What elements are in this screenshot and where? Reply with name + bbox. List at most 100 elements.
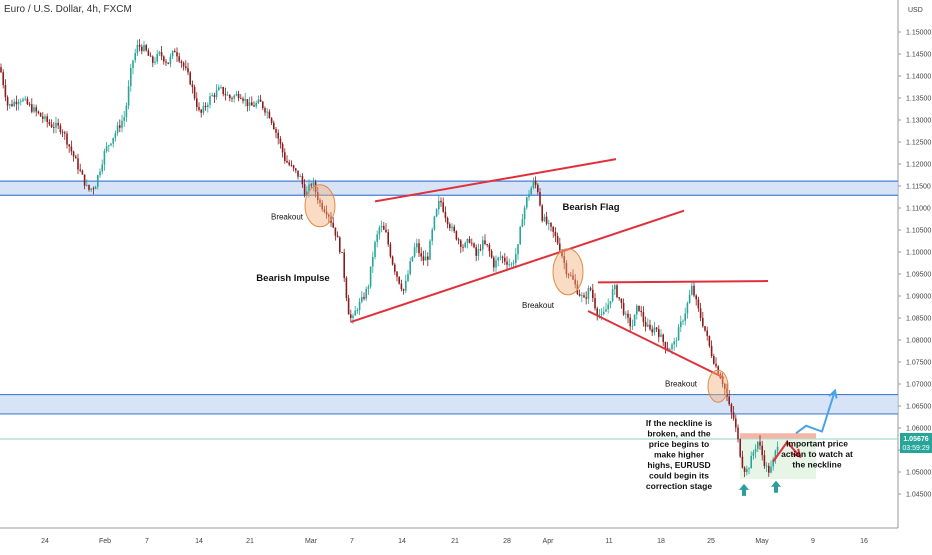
y-tick-label: 1.08500 [906, 316, 931, 323]
candle-body [341, 252, 343, 253]
candle-body [64, 132, 66, 134]
candle-body [413, 247, 416, 257]
annotation-label: Bearish Flag [562, 202, 619, 213]
candle-body [202, 105, 205, 113]
candle-body [138, 44, 141, 47]
candle-body [248, 102, 251, 107]
candle-body [442, 202, 444, 212]
candle-body [622, 302, 625, 315]
candle-body [374, 241, 376, 257]
candle-body [325, 211, 328, 215]
candle-body [363, 296, 365, 299]
candle-body [462, 246, 464, 248]
candle-body [728, 396, 730, 405]
annotation-text: could begin its [649, 470, 709, 480]
y-tick-label: 1.13000 [906, 118, 931, 125]
candle-body [594, 298, 596, 309]
candle-body [35, 107, 37, 112]
candle-body [156, 53, 158, 62]
candle-body [275, 129, 277, 133]
candle-body [477, 249, 480, 256]
candle-body [0, 67, 2, 73]
candle-body [675, 340, 678, 342]
candle-body [376, 234, 378, 242]
candle-body [460, 240, 462, 247]
candle-body [735, 418, 737, 428]
candle-body [636, 305, 638, 315]
candle-body [55, 122, 57, 128]
annotation-text: broken, and the [647, 428, 711, 438]
candle-body [746, 468, 748, 473]
candle-body [218, 87, 220, 91]
candle-body [429, 240, 431, 260]
candle-body [548, 222, 550, 224]
candle-body [66, 133, 68, 145]
candle-body [570, 275, 572, 277]
candle-body [607, 304, 609, 310]
candle-body [127, 86, 130, 106]
candle-body [209, 96, 211, 105]
candle-body [561, 250, 563, 257]
candle-body [141, 46, 143, 52]
candle-body [246, 99, 249, 107]
zone-band [0, 394, 898, 414]
candle-body [554, 231, 557, 237]
candle-body [110, 143, 112, 146]
candle-body [660, 334, 662, 337]
candle-body [361, 296, 363, 302]
candle-body [220, 87, 222, 88]
candle-body [251, 102, 253, 106]
candle-body [178, 56, 180, 62]
annotation-label: Bearish Impulse [256, 273, 329, 284]
candle-body [574, 279, 576, 285]
candle-body [578, 294, 581, 296]
candle-body [398, 276, 400, 284]
candle-body [132, 60, 134, 68]
candle-body [53, 127, 55, 128]
candle-body [75, 156, 77, 159]
candle-body [618, 297, 620, 299]
candle-body [739, 439, 741, 457]
candle-body [486, 243, 488, 245]
x-tick-label: Feb [99, 538, 111, 545]
candle-body [286, 160, 288, 163]
y-tick-label: 1.14500 [906, 52, 931, 59]
y-tick-label: 1.07500 [906, 360, 931, 367]
candle-body [196, 98, 198, 108]
candle-body [295, 168, 297, 171]
candle-body [585, 297, 587, 299]
candle-body [466, 238, 469, 243]
candle-body [57, 122, 59, 126]
candle-body [277, 132, 279, 139]
candle-body [224, 94, 227, 96]
candle-body [616, 285, 618, 298]
candle-body [449, 224, 451, 229]
candle-body [490, 251, 493, 258]
annotation-text: the neckline [792, 459, 841, 469]
candle-body [515, 254, 517, 264]
candle-body [257, 99, 260, 104]
candle-body [328, 214, 330, 217]
candle-body [662, 334, 664, 343]
candle-body [356, 310, 359, 311]
candle-body [301, 176, 304, 185]
candle-body [119, 125, 121, 128]
candle-body [268, 111, 271, 119]
x-tick-label: 7 [350, 538, 354, 545]
candle-body [396, 271, 398, 277]
candle-body [501, 256, 504, 258]
candle-body [365, 288, 367, 299]
candle-body [673, 341, 675, 345]
candle-body [262, 101, 264, 109]
chart-title: Euro / U.S. Dollar, 4h, FXCM [4, 4, 132, 15]
candle-body [596, 308, 598, 315]
candle-body [130, 67, 132, 87]
candle-body [499, 256, 502, 258]
candle-body [550, 222, 552, 227]
candle-body [213, 95, 216, 97]
annotation-text: make higher [654, 449, 705, 459]
candle-body [134, 52, 136, 61]
candle-body [207, 104, 209, 108]
